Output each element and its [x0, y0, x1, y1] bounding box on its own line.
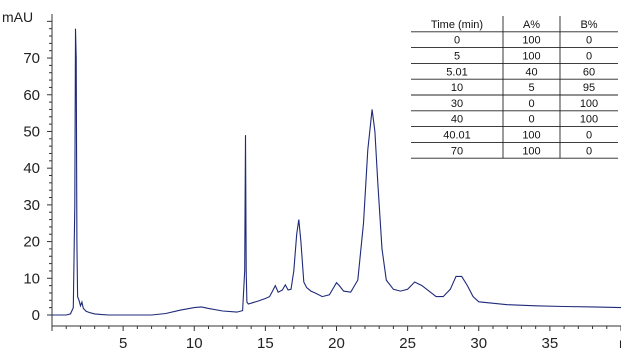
table-header-cell: A%: [523, 19, 540, 31]
x-axis-unit: min: [619, 335, 621, 351]
y-tick-label: 10: [23, 270, 40, 287]
table-cell: 70: [451, 145, 463, 157]
x-tick-label: 30: [470, 335, 487, 352]
table-cell: 5.01: [446, 66, 467, 78]
table-cell: 100: [522, 145, 540, 157]
y-axis-ticks: 0 10 20 30 40 50 60 70: [23, 20, 52, 324]
table-cell: 40: [525, 66, 537, 78]
chromatogram-trace: [52, 28, 621, 316]
table-cell: 60: [583, 66, 595, 78]
table-cell: 100: [522, 35, 540, 47]
table-cell: 0: [586, 50, 592, 62]
table-background: [411, 16, 618, 159]
x-tick-label: 15: [257, 335, 274, 352]
table-cell: 0: [586, 35, 592, 47]
gradient-table: Time (min) A% B% 0 100 0 5 100 0 5.01 40 60 10 5 95 30 0…: [411, 16, 618, 159]
table-cell: 100: [580, 98, 598, 110]
y-axis-unit: mAU: [2, 9, 33, 25]
y-tick-label: 40: [23, 160, 40, 177]
y-tick-label: 50: [23, 123, 40, 140]
table-cell: 100: [580, 114, 598, 126]
y-tick-label: 0: [32, 307, 40, 324]
y-tick-label: 60: [23, 87, 40, 104]
y-tick-label: 70: [23, 50, 40, 67]
table-cell: 40: [451, 114, 463, 126]
table-cell: 100: [522, 129, 540, 141]
table-cell: 10: [451, 82, 463, 94]
table-cell: 0: [528, 98, 534, 110]
x-tick-label: 5: [119, 335, 127, 352]
table-cell: 100: [522, 50, 540, 62]
table-cell: 5: [528, 82, 534, 94]
table-cell: 0: [528, 114, 534, 126]
table-cell: 30: [451, 98, 463, 110]
table-cell: 5: [454, 50, 460, 62]
x-tick-label: 35: [542, 335, 559, 352]
table-cell: 0: [586, 129, 592, 141]
table-cell: 0: [454, 35, 460, 47]
x-tick-label: 25: [399, 335, 416, 352]
table-cell: 40.01: [443, 129, 471, 141]
x-tick-label: 10: [186, 335, 203, 352]
y-tick-label: 30: [23, 197, 40, 214]
table-cell: 0: [586, 145, 592, 157]
table-header-cell: B%: [580, 19, 597, 31]
y-tick-label: 20: [23, 234, 40, 251]
table-header-cell: Time (min): [431, 19, 483, 31]
x-tick-label: 20: [328, 335, 345, 352]
table-cell: 95: [583, 82, 595, 94]
x-axis-ticks: 5 10 15 20 25 30 35: [51, 326, 621, 352]
